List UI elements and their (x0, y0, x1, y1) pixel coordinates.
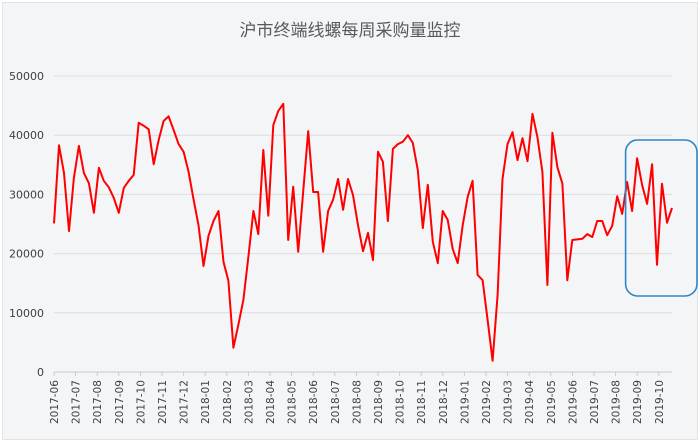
x-axis: 2017-06 2017-07 2017-08 2017-09 2017-10 2017-… (49, 371, 672, 424)
x-tick-label: 2018-11 (416, 380, 428, 424)
x-tick-label: 2017-06 (49, 380, 61, 424)
series-line (53, 102, 673, 362)
x-tick-label: 2018-10 (395, 380, 407, 424)
x-tick-label: 2018-12 (438, 380, 450, 424)
x-tick-label: 2018-01 (200, 380, 212, 424)
x-tick-label: 2019-09 (632, 380, 644, 424)
x-tick-label: 2017-12 (179, 380, 191, 424)
x-tick-label: 2019-02 (481, 380, 493, 424)
highlight-box (624, 139, 698, 297)
y-tick-label: 50000 (9, 70, 44, 83)
x-tick-label: 2019-01 (459, 380, 471, 424)
x-tick-label: 2019-08 (611, 380, 623, 424)
x-tick-label: 2019-03 (503, 380, 515, 424)
x-tick-label: 2018-09 (373, 380, 385, 424)
y-tick-label: 30000 (9, 188, 44, 201)
x-tick-label: 2018-04 (265, 380, 277, 424)
x-tick-label: 2018-07 (330, 380, 342, 424)
y-tick-label: 20000 (9, 248, 44, 261)
x-tick-label: 2018-02 (222, 380, 234, 424)
x-tick-label: 2017-10 (135, 380, 147, 424)
x-tick-label: 2017-08 (92, 380, 104, 424)
x-tick-label: 2018-06 (308, 380, 320, 424)
y-tick-label: 0 (37, 366, 44, 379)
x-tick-label: 2019-06 (567, 380, 579, 424)
x-tick-label: 2018-08 (351, 380, 363, 424)
x-tick-label: 2019-05 (546, 380, 558, 424)
y-tick-label: 40000 (9, 129, 44, 142)
x-tick-label: 2017-11 (157, 380, 169, 424)
x-tick-label: 2017-09 (114, 380, 126, 424)
x-tick-label: 2018-03 (243, 380, 255, 424)
chart-title: 沪市终端线螺每周采购量监控 (239, 21, 461, 41)
x-tick-label: 2019-10 (654, 380, 666, 424)
x-tick-label: 2018-05 (287, 380, 299, 424)
y-tick-label: 10000 (9, 307, 44, 320)
x-tick-label: 2019-07 (589, 380, 601, 424)
gridlines (54, 75, 672, 314)
x-tick-label: 2019-04 (524, 380, 536, 424)
x-tick-label: 2017-07 (71, 380, 83, 424)
y-axis-ticks: 0 10000 20000 30000 40000 50000 (9, 70, 44, 379)
